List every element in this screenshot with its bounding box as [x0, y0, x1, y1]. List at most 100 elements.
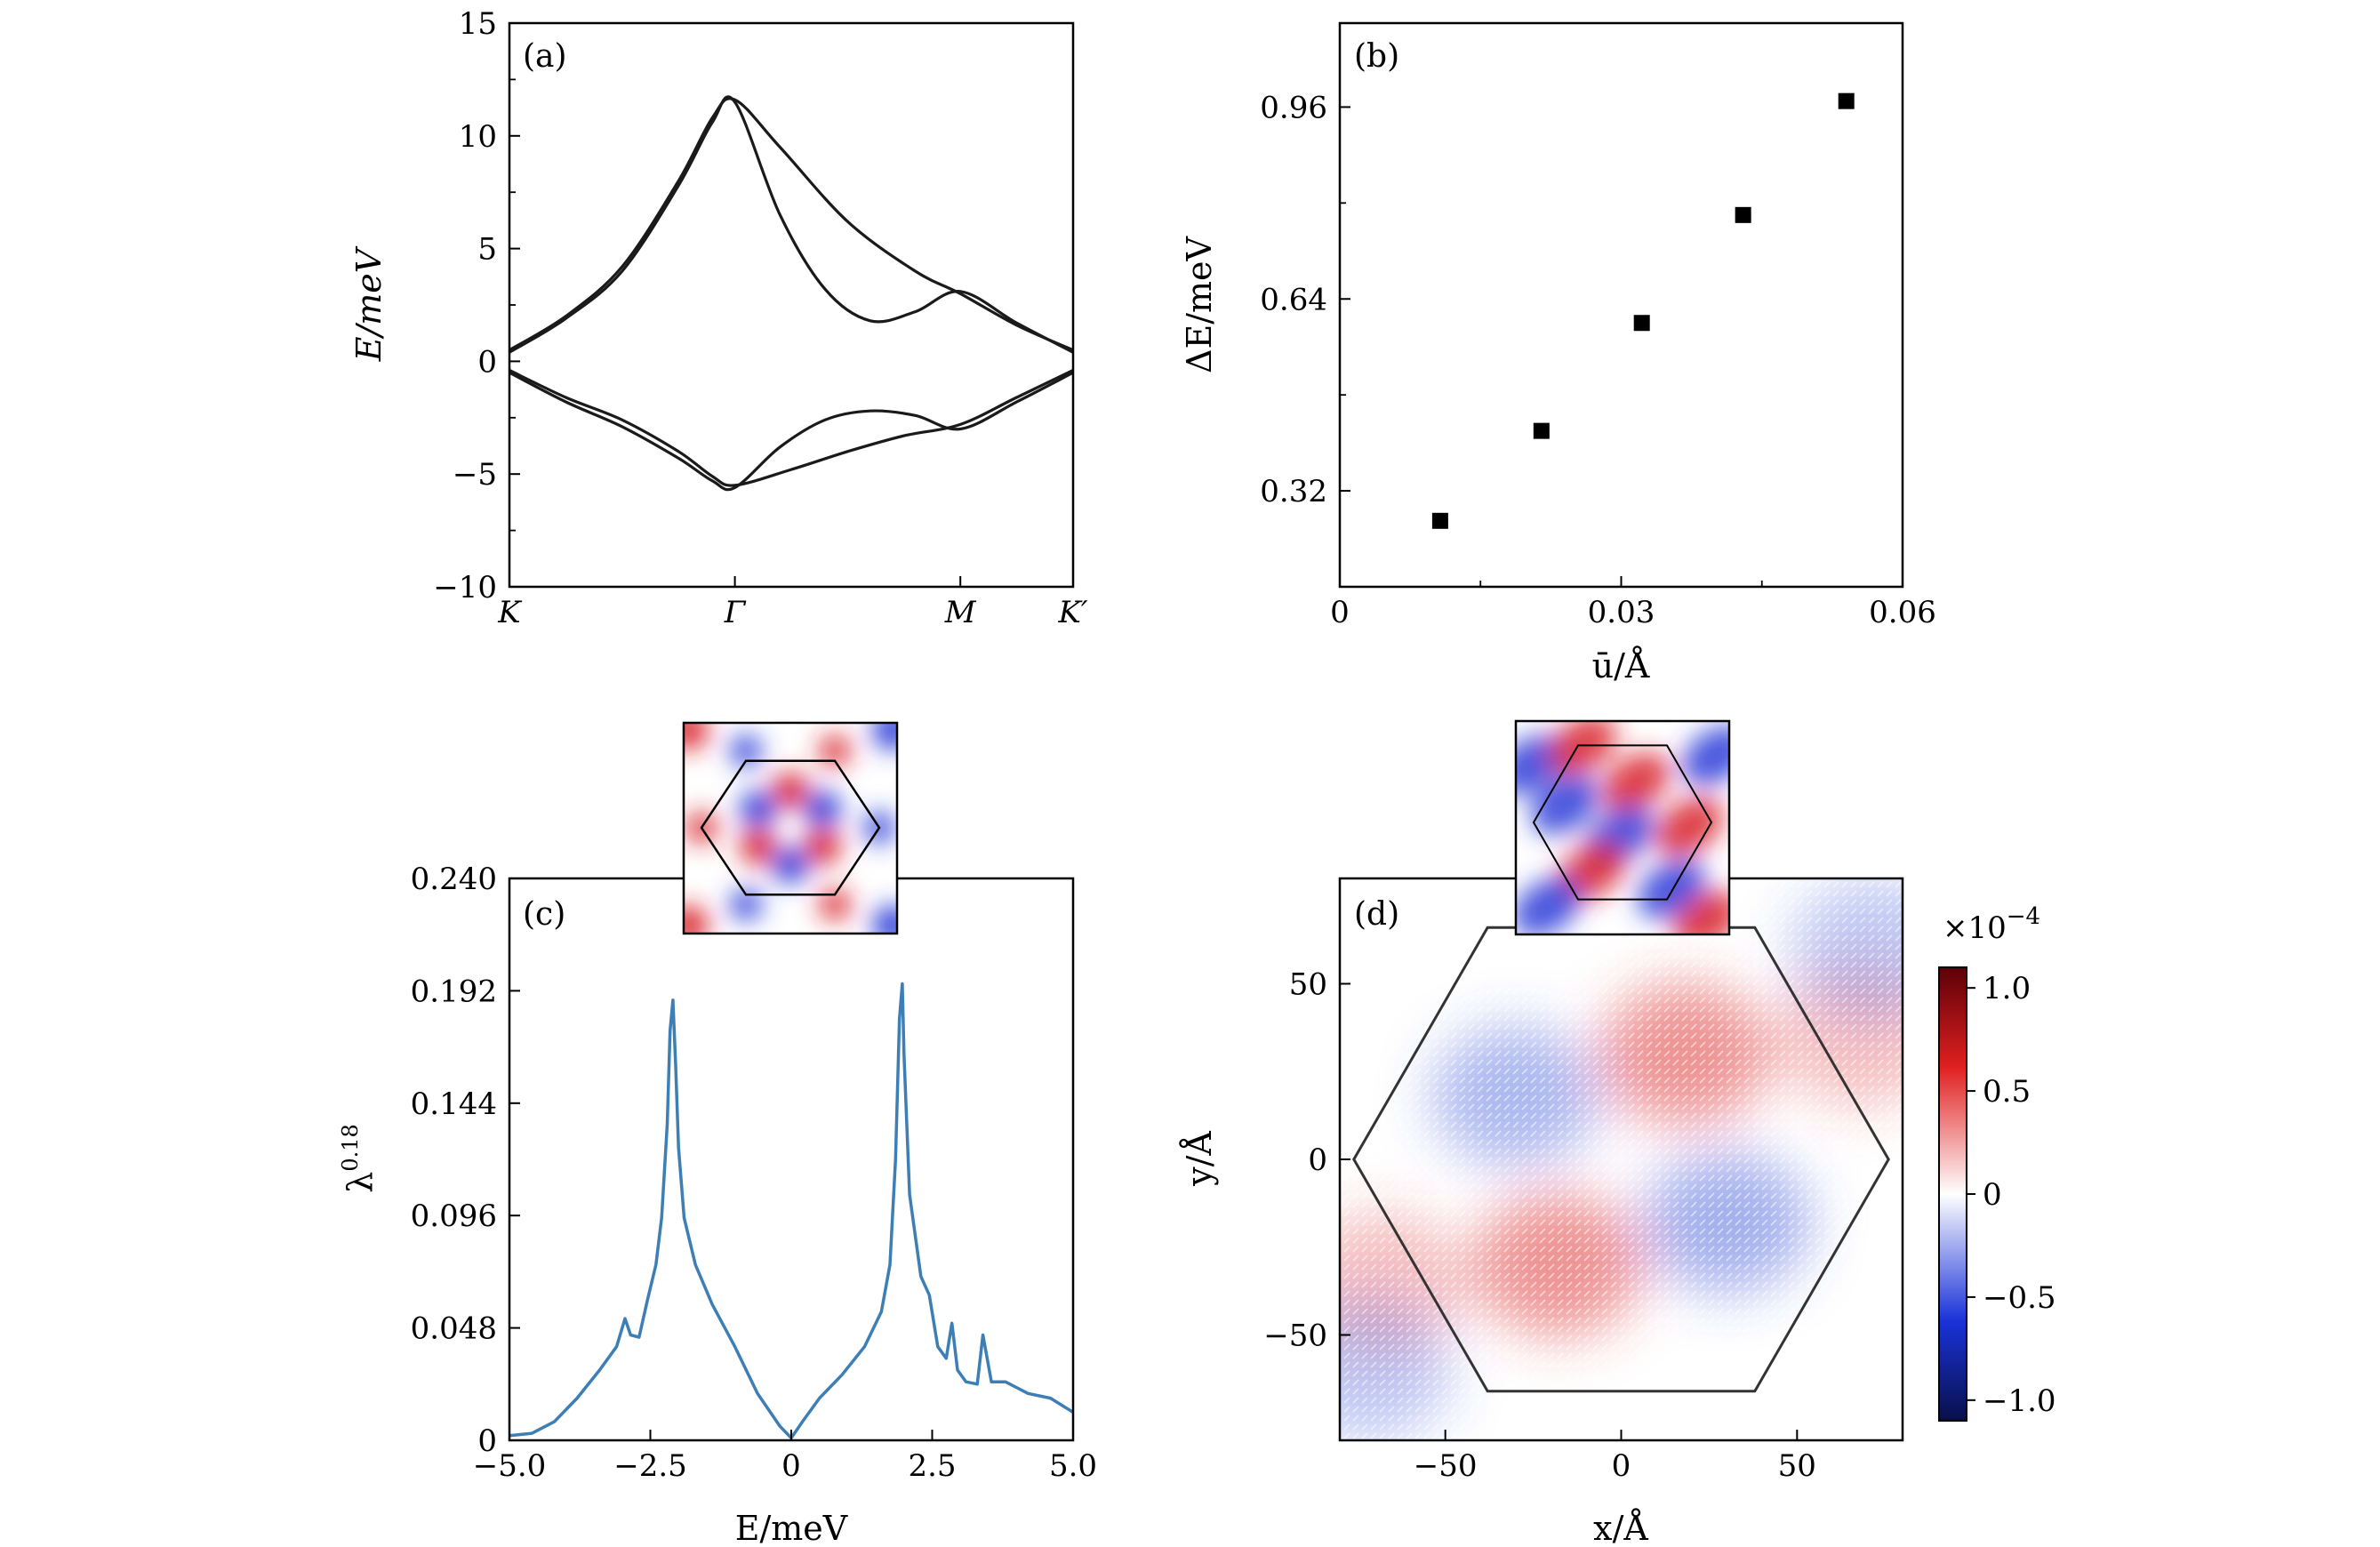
panel-d-label: (d): [1354, 896, 1399, 933]
panel-b-ticks: 0.32 0.64 0.96 0 0.03 0.06: [1260, 90, 1936, 630]
panel-c-ylabel-exp: 0.18: [338, 1124, 363, 1171]
panel-a-plot: [509, 95, 1073, 492]
panel-b: 0.32 0.64 0.96 0 0.03 0.06 (b) ΔE/meV ū/Å: [1180, 21, 1936, 685]
panel-c-inset-lobe: [773, 847, 808, 883]
panel-d-xlabel: x/Å: [1593, 1509, 1648, 1547]
panel-c-inset-blobs: [684, 723, 897, 934]
panel-c-inset-outer-lobe: [731, 889, 761, 920]
panel-d-ylabel: y/Å: [1180, 1131, 1219, 1187]
panel-d-ytick-label: −50: [1263, 1319, 1327, 1354]
panel-c-inset-lobe: [740, 791, 776, 827]
panel-d-ytick-label: 0: [1308, 1142, 1327, 1178]
panel-b-xtick-label: 0.06: [1869, 595, 1936, 630]
panel-c-inset-corner-lobe: [684, 906, 708, 934]
panel-a-band-upper-2: [509, 95, 1073, 354]
panel-c-ytick-label: 0.144: [411, 1086, 497, 1122]
panel-c-xtick-label: 2.5: [908, 1448, 956, 1484]
panel-c-ytick-label: 0.192: [411, 974, 497, 1009]
panel-d-quiver: [1340, 878, 1903, 1440]
panel-b-frame: [1338, 21, 1904, 589]
panel-c-inset-lobe: [805, 829, 841, 864]
panel-c-inset-lobe: [740, 829, 776, 864]
panel-d-hexagon: [1352, 926, 1890, 1393]
panel-c-xtick-label: −5.0: [473, 1448, 547, 1484]
panel-a-xtick-label: K′: [1057, 595, 1087, 630]
panel-b-plot: [1431, 92, 1855, 529]
panel-d-xtick-label: 50: [1778, 1448, 1816, 1484]
panel-d-inset-hexagon: [1532, 744, 1713, 901]
panel-b-point: [1838, 92, 1855, 109]
panel-a-ytick-label: −5: [453, 457, 497, 493]
colorbar: [1938, 966, 1967, 1422]
panel-a: −10 −5 0 5 10 15 K Γ M K′ (a) E/meV: [349, 6, 1088, 630]
panel-b-label: (b): [1354, 38, 1399, 75]
colorbar-tick-label: 0.5: [1983, 1074, 2031, 1110]
panel-d-inset-lobe: [1682, 725, 1729, 786]
panel-a-ylabel: E/meV: [349, 245, 389, 362]
panel-d-inset: [1516, 721, 1729, 934]
panel-c-inset-corner-lobe: [873, 906, 897, 934]
panel-c-xtick-label: 5.0: [1049, 1448, 1097, 1484]
panel-b-point: [1633, 315, 1650, 332]
panel-c-frame: [508, 877, 1075, 1442]
panel-d-inset-lobe: [1516, 877, 1581, 934]
panel-b-xtick-label: 0.03: [1588, 595, 1655, 630]
panel-c-inset-lobe: [805, 791, 841, 827]
panel-a-ytick-label: 15: [459, 6, 497, 42]
panel-b-ylabel: ΔE/meV: [1180, 236, 1219, 373]
panel-a-ytick-label: 0: [477, 344, 497, 380]
panel-c-ytick-label: 0: [477, 1423, 497, 1459]
panel-b-ytick-label: 0.32: [1260, 474, 1327, 509]
panel-d-xtick-label: 0: [1612, 1448, 1631, 1484]
panel-c-xlabel: E/meV: [735, 1509, 848, 1547]
panel-c-inset-corner-lobe: [873, 723, 897, 749]
panel-c-xtick-label: 0: [781, 1448, 801, 1484]
panel-c-xtick-label: −2.5: [613, 1448, 687, 1484]
panel-c-plot: [509, 982, 1073, 1440]
panel-c: 0 0.048 0.096 0.144 0.192 0.240 −5.0 −2.5 0 2.5 5.…: [338, 721, 1097, 1547]
colorbar-ticks: −1.0 −0.5 0 0.5 1.0: [1967, 971, 2056, 1419]
panel-d-ticks: −50 0 50 −50 0 50: [1263, 967, 1816, 1485]
panel-d-inset-lobe: [1516, 734, 1565, 795]
panel-b-xlabel: ū/Å: [1592, 646, 1650, 685]
panel-a-band-lower-1: [509, 369, 1073, 487]
panel-b-point: [1735, 206, 1751, 223]
panel-d-plot: [1340, 878, 1903, 1440]
panel-c-label: (c): [523, 896, 565, 933]
panel-c-ylabel: λ0.18: [338, 1124, 380, 1193]
panel-d-inset-lobe: [1673, 890, 1729, 934]
panel-c-inset-frame: [682, 721, 899, 935]
colorbar-tick-label: −1.0: [1983, 1383, 2056, 1419]
panel-d-inset-blobs: [1516, 721, 1729, 934]
colorbar-tick-label: −0.5: [1983, 1280, 2056, 1316]
panel-c-inset-hexagon: [700, 759, 881, 896]
colorbar-multiplier: ×10−4: [1943, 903, 2040, 946]
panel-c-inset-outer-lobe: [820, 889, 850, 920]
panel-c-inset-lobe: [773, 773, 808, 808]
panel-a-xtick-label: M: [944, 595, 977, 630]
panel-b-ytick-label: 0.96: [1260, 90, 1327, 125]
panel-c-ytick-label: 0.240: [411, 862, 497, 897]
panel-a-label: (a): [523, 38, 567, 75]
panel-b-xtick-label: 0: [1330, 595, 1350, 630]
colorbar-tick-label: 1.0: [1983, 971, 2031, 1006]
panel-d-inset-lobe: [1531, 774, 1599, 835]
panel-d-ytick-label: 50: [1289, 967, 1327, 1003]
panel-a-xtick-label: K: [497, 595, 523, 630]
panel-c-inset-outer-lobe: [820, 735, 850, 766]
panel-d-inset-lobe: [1602, 752, 1670, 813]
panel-c-line: [509, 982, 1073, 1440]
panel-b-point: [1431, 512, 1448, 529]
panel-a-xtick-label: Γ: [724, 595, 747, 630]
panel-a-ytick-label: −10: [433, 570, 497, 605]
panel-a-ytick-label: 10: [459, 119, 497, 155]
panel-b-point: [1533, 422, 1550, 439]
panel-c-ylabel-base: λ: [341, 1172, 380, 1193]
panel-d-inset-frame: [1514, 719, 1731, 936]
panel-a-ticks: −10 −5 0 5 10 15 K Γ M K′: [433, 6, 1088, 630]
panel-c-inset-bg: [684, 723, 897, 934]
panel-c-inset: [684, 723, 897, 934]
panel-b-ytick-label: 0.64: [1260, 282, 1327, 317]
panel-c-inset-corner-lobe: [684, 723, 708, 749]
